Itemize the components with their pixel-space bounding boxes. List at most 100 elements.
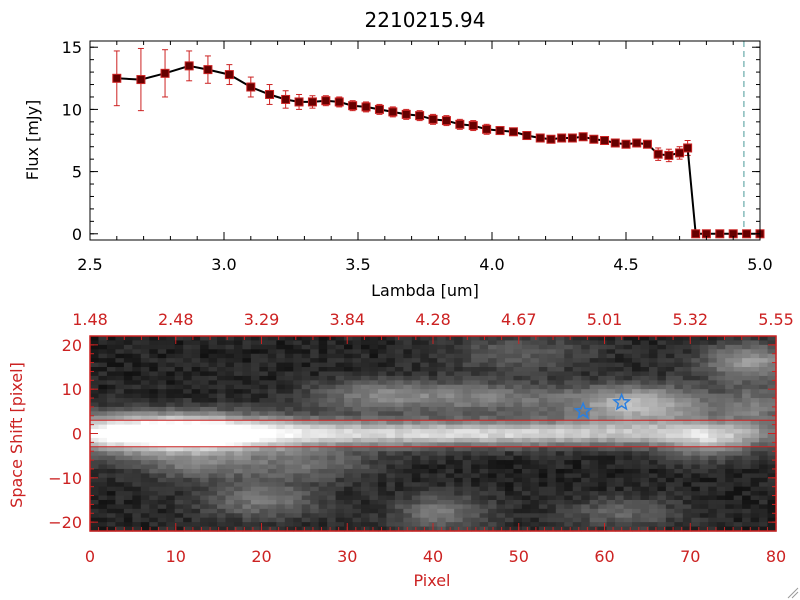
heatmap-cell — [394, 522, 404, 528]
heatmap-cell — [403, 402, 413, 408]
heatmap-cell — [581, 486, 591, 492]
heatmap-cell — [208, 473, 218, 479]
heatmap-cell — [547, 455, 557, 461]
heatmap-cell — [581, 460, 591, 466]
heatmap-cell — [725, 482, 735, 488]
heatmap-cell — [217, 429, 227, 435]
resize-grip-icon[interactable] — [787, 587, 799, 599]
heatmap-cell — [606, 517, 616, 523]
heatmap-cell — [699, 513, 709, 519]
heatmap-cell — [335, 526, 345, 532]
heatmap-cell — [750, 344, 760, 350]
heatmap-cell — [259, 367, 269, 373]
heatmap-cell — [555, 468, 565, 474]
heatmap-cell — [708, 349, 718, 355]
heatmap-cell — [428, 491, 438, 497]
heatmap-cell — [750, 477, 760, 483]
heatmap-cell — [420, 336, 430, 342]
heatmap-cell — [538, 526, 548, 532]
heatmap-cell — [462, 433, 472, 439]
heatmap-cell — [344, 358, 354, 364]
heatmap-cell — [369, 464, 379, 470]
heatmap-cell — [191, 420, 201, 426]
heatmap-cell — [386, 380, 396, 386]
heatmap-cell — [733, 433, 743, 439]
heatmap-cell — [428, 499, 438, 506]
heatmap-cell — [767, 358, 777, 364]
heatmap-cell — [648, 499, 659, 506]
heatmap-cell — [200, 353, 210, 359]
heatmap-cell — [589, 464, 599, 470]
heatmap-cell — [504, 393, 515, 399]
heatmap-cell — [674, 375, 684, 381]
heatmap-cell — [742, 433, 752, 439]
heatmap-cell — [157, 420, 167, 426]
heatmap-cell — [488, 411, 498, 417]
heatmap-cell — [284, 393, 294, 399]
heatmap-cell — [386, 482, 396, 488]
heatmap-cell — [488, 344, 498, 350]
heatmap-cell — [767, 420, 777, 426]
heatmap-cell — [267, 460, 277, 466]
heatmap-cell — [708, 491, 718, 497]
heatmap-cell — [488, 433, 498, 439]
heatmap-cell — [767, 464, 777, 470]
heatmap-cell — [615, 406, 625, 412]
heatmap-cell — [640, 464, 650, 470]
heatmap-cell — [123, 411, 133, 417]
heatmap-cell — [521, 446, 531, 452]
heatmap-cell — [674, 384, 684, 390]
heatmap-cell — [242, 344, 252, 350]
heatmap-cell — [276, 411, 286, 417]
heatmap-cell — [513, 495, 523, 501]
heatmap-cell — [149, 389, 159, 395]
heatmap-cell — [691, 460, 701, 466]
heatmap-cell — [411, 344, 421, 350]
heatmap-cell — [538, 508, 548, 514]
heatmap-cell — [361, 415, 371, 421]
heatmap-cell — [394, 504, 404, 510]
heatmap-cell — [750, 389, 760, 395]
heatmap-cell — [259, 473, 269, 479]
heatmap-cell — [361, 402, 371, 408]
heatmap-cell — [699, 522, 709, 528]
heatmap-cell — [123, 384, 133, 390]
heatmap-cell — [420, 499, 430, 506]
heatmap-cell — [310, 455, 320, 461]
heatmap-cell — [403, 446, 413, 452]
heatmap-cell — [208, 389, 218, 395]
heatmap-cell — [699, 384, 709, 390]
heatmap-cell — [98, 340, 108, 346]
heatmap-cell — [352, 398, 362, 404]
heatmap-cell — [428, 464, 438, 470]
heatmap-cell — [335, 393, 345, 399]
heatmap-cell — [293, 358, 303, 364]
heatmap-cell — [208, 455, 218, 461]
heatmap-cell — [665, 513, 675, 519]
heatmap-cell — [454, 508, 464, 514]
heatmap-cell — [352, 367, 362, 373]
heatmap-cell — [530, 406, 540, 412]
heatmap-cell — [420, 455, 430, 461]
heatmap-cell — [115, 495, 125, 501]
heatmap-cell — [191, 371, 201, 377]
heatmap-cell — [200, 336, 210, 342]
heatmap-cell — [225, 375, 235, 381]
heatmap-cell — [200, 477, 210, 483]
heatmap-cell — [445, 464, 455, 470]
heatmap-cell — [496, 420, 506, 426]
heatmap-cell — [183, 451, 193, 457]
heatmap-cell — [555, 477, 565, 483]
heatmap-cell — [115, 411, 125, 417]
heatmap-cell — [217, 402, 227, 408]
heatmap-cell — [767, 451, 777, 457]
heatmap-cell — [733, 455, 743, 461]
heatmap-cell — [589, 344, 599, 350]
heatmap-cell — [699, 473, 709, 479]
heatmap-cell — [445, 517, 455, 523]
heatmap-cell — [767, 433, 777, 439]
heatmap-cell — [615, 362, 625, 368]
heatmap-cell — [106, 451, 117, 457]
heatmap-cell — [276, 442, 286, 448]
heatmap-cell — [411, 424, 421, 430]
